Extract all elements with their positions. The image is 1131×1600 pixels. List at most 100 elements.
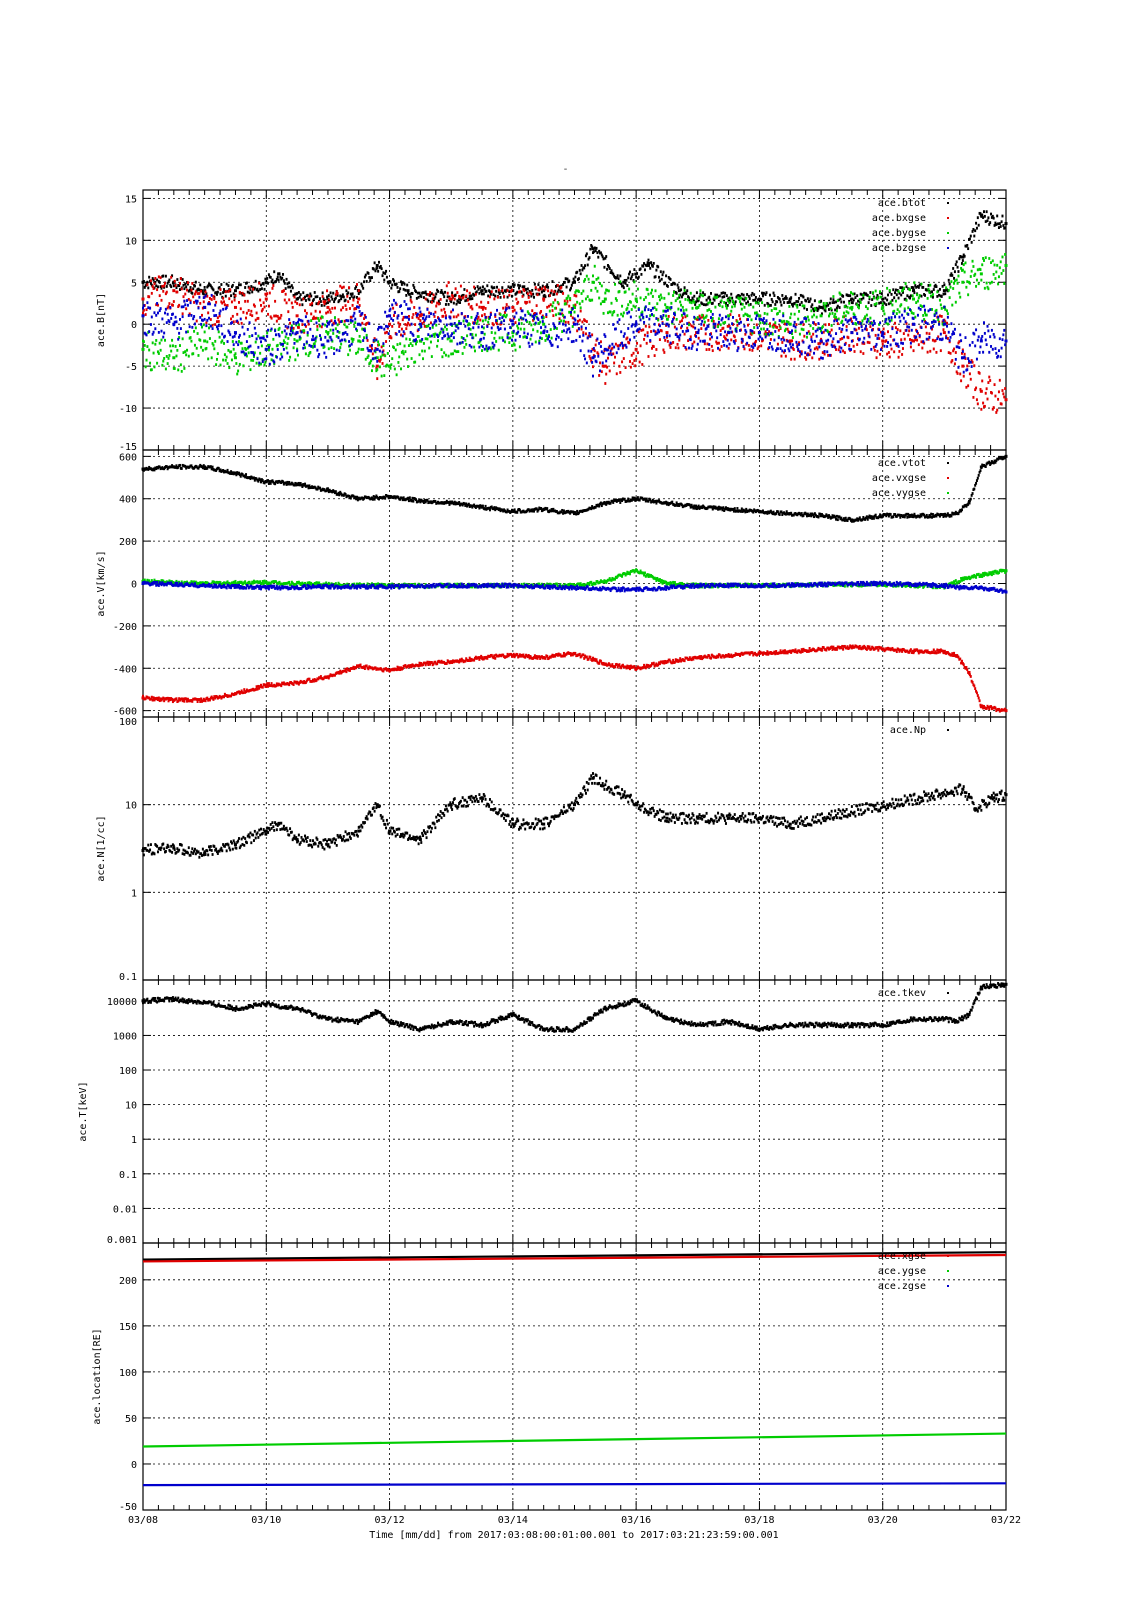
- data-point: [920, 282, 923, 286]
- data-point: [695, 300, 698, 304]
- data-point: [364, 273, 367, 277]
- data-point: [440, 308, 443, 312]
- data-point: [260, 344, 263, 348]
- data-point: [483, 507, 486, 511]
- data-point: [308, 484, 311, 488]
- data-point: [894, 291, 897, 295]
- data-point: [672, 317, 675, 321]
- data-point: [840, 321, 843, 325]
- data-point: [164, 292, 167, 296]
- data-point: [277, 278, 280, 282]
- data-point: [834, 308, 837, 312]
- data-point: [576, 300, 579, 304]
- data-point: [709, 300, 712, 304]
- data-point: [609, 349, 612, 353]
- data-point: [420, 325, 423, 328]
- data-point: [256, 357, 259, 361]
- data-point: [295, 314, 299, 318]
- data-point: [459, 298, 462, 302]
- data-point: [199, 338, 202, 342]
- data-point: [867, 332, 870, 335]
- data-point: [921, 346, 924, 350]
- data-point: [558, 317, 561, 321]
- data-point: [179, 277, 182, 280]
- data-point: [403, 332, 406, 336]
- data-point: [939, 332, 942, 336]
- data-point: [946, 337, 949, 340]
- data-point: [238, 362, 241, 366]
- data-point: [585, 274, 588, 278]
- data-point: [391, 357, 394, 361]
- data-point: [280, 313, 283, 317]
- data-point: [881, 342, 884, 346]
- data-point: [778, 319, 781, 322]
- data-point: [554, 306, 557, 310]
- data-point: [725, 294, 728, 298]
- data-point: [571, 281, 574, 285]
- data-point: [881, 297, 885, 301]
- data-point: [308, 343, 311, 347]
- data-point: [298, 483, 301, 487]
- data-point: [537, 318, 540, 322]
- data-point: [869, 325, 872, 328]
- data-point: [975, 398, 978, 402]
- data-point: [473, 349, 476, 353]
- data-point: [821, 306, 824, 310]
- data-point: [347, 319, 350, 323]
- data-point: [979, 212, 982, 216]
- data-point: [518, 508, 521, 512]
- data-point: [411, 332, 414, 336]
- data-point: [1004, 226, 1007, 230]
- data-point: [233, 353, 236, 357]
- data-point: [946, 315, 949, 319]
- data-point: [496, 322, 499, 326]
- data-point: [513, 315, 516, 319]
- data-point: [568, 304, 571, 308]
- data-point: [628, 338, 631, 342]
- data-point: [777, 328, 780, 332]
- data-point: [792, 324, 795, 328]
- data-point: [221, 332, 224, 336]
- data-point: [319, 300, 322, 303]
- data-point: [818, 357, 821, 361]
- data-point: [316, 295, 319, 299]
- data-point: [917, 306, 920, 310]
- data-point: [486, 284, 489, 288]
- data-point: [326, 487, 329, 491]
- data-point: [369, 361, 372, 365]
- data-point: [776, 342, 779, 346]
- data-point: [473, 321, 476, 325]
- data-point: [968, 281, 971, 285]
- data-point: [532, 508, 535, 512]
- data-point: [439, 330, 442, 334]
- data-point: [950, 280, 953, 284]
- data-point: [961, 348, 964, 352]
- data-point: [173, 320, 176, 324]
- data-point: [184, 292, 187, 296]
- data-point: [705, 314, 708, 318]
- data-point: [973, 274, 976, 277]
- data-point: [359, 290, 362, 294]
- data-point: [905, 298, 908, 302]
- data-point: [693, 300, 696, 304]
- data-point: [864, 327, 867, 331]
- data-point: [385, 275, 388, 279]
- data-point: [973, 234, 976, 238]
- data-point: [263, 287, 266, 291]
- data-point: [914, 315, 917, 319]
- data-point: [382, 271, 385, 275]
- data-point: [428, 315, 431, 318]
- data-point: [754, 295, 757, 299]
- data-point: [574, 318, 577, 322]
- data-point: [395, 303, 398, 306]
- data-point: [165, 285, 168, 288]
- data-point: [370, 359, 373, 363]
- data-point: [997, 222, 1000, 226]
- data-point: [316, 348, 319, 352]
- data-point: [580, 325, 583, 329]
- data-point: [427, 324, 430, 328]
- legend-marker: [947, 247, 949, 249]
- data-point: [272, 284, 275, 287]
- data-point: [539, 311, 542, 315]
- data-point: [517, 300, 520, 304]
